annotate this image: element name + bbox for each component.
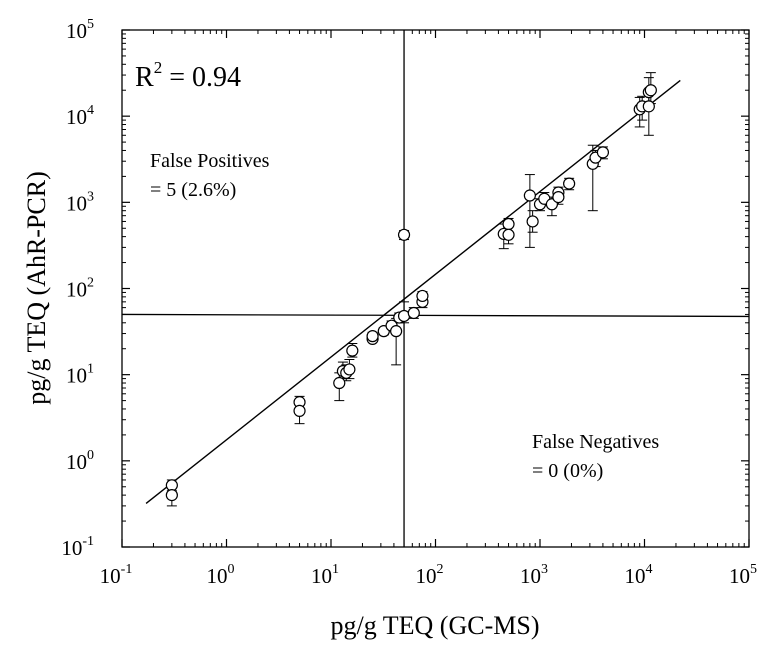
y-tick-label: 103 <box>66 189 94 215</box>
y-tick-label: 100 <box>66 448 94 474</box>
data-point <box>416 289 429 303</box>
data-point <box>333 376 346 390</box>
false-negatives-label: False Negatives <box>532 431 659 453</box>
y-tick-label: 105 <box>66 17 94 43</box>
threshold-lines <box>121 30 750 547</box>
x-tick-label: 100 <box>207 562 235 588</box>
data-point <box>596 146 610 159</box>
x-axis-title: pg/g TEQ (GC-MS) <box>331 611 540 640</box>
axis-ticks <box>121 29 750 548</box>
y-tick-label: 10-1 <box>61 534 94 560</box>
x-tick-label: 104 <box>625 562 653 588</box>
x-tick-label: 103 <box>520 562 548 588</box>
data-point <box>397 228 411 241</box>
y-tick-label: 101 <box>66 362 94 388</box>
y-tick-label: 104 <box>66 103 94 129</box>
data-point <box>644 84 657 97</box>
data-point <box>502 217 515 231</box>
false-positives-count: = 5 (2.6%) <box>150 179 236 201</box>
data-point <box>526 215 539 228</box>
y-axis-title: pg/g TEQ (AhR-PCR) <box>22 171 51 405</box>
tick-labels: 10-1 100 101 102 103 104 105 10-1 100 101 102 103 10… <box>61 17 757 588</box>
data-point <box>552 191 565 204</box>
false-positives-label: False Positives <box>150 150 270 172</box>
data-point <box>523 189 536 202</box>
data-point <box>343 363 356 376</box>
false-negatives-count: = 0 (0%) <box>532 460 603 482</box>
threshold-horizontal-line <box>121 313 750 318</box>
data-point <box>390 325 403 338</box>
x-tick-label: 101 <box>311 562 339 588</box>
x-tick-label: 102 <box>416 562 444 588</box>
data-point <box>165 489 178 502</box>
data-point <box>502 228 515 241</box>
data-points <box>165 84 657 502</box>
x-tick-label: 105 <box>729 562 757 588</box>
y-tick-label: 102 <box>66 276 94 302</box>
data-point <box>407 306 420 320</box>
data-point <box>563 177 576 190</box>
data-point <box>293 404 306 417</box>
r-squared-annotation: R2 = 0.94 <box>135 58 241 93</box>
plot-frame <box>121 29 750 548</box>
data-point <box>366 330 379 343</box>
data-point <box>642 100 655 113</box>
x-tick-label: 10-1 <box>100 562 133 588</box>
data-point <box>346 344 359 357</box>
